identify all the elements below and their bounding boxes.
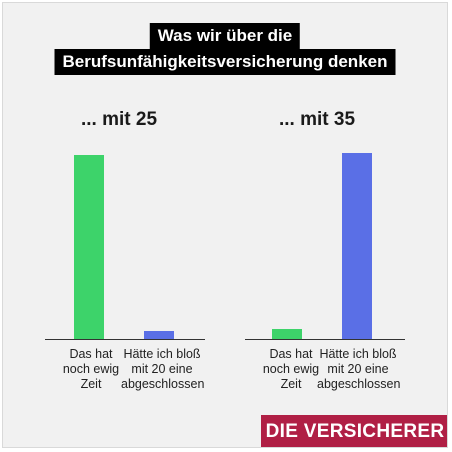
panel-title-35: ... mit 35 xyxy=(279,109,356,130)
category-line: Das hat xyxy=(69,347,113,361)
panel-35-category-2-label: Hätte ich bloß mit 20 eine abgeschlossen xyxy=(317,347,401,392)
chart-title-line-1: Was wir über die xyxy=(149,23,301,49)
panel-25-category-2-label: Hätte ich bloß mit 20 eine abgeschlossen xyxy=(121,347,205,392)
panel-35-category-1-label: Das hat noch ewig Zeit xyxy=(251,347,331,392)
category-line: Zeit xyxy=(280,377,302,391)
category-line: noch ewig xyxy=(62,362,120,376)
bar-panel-35-category-1 xyxy=(272,329,302,339)
category-line: abgeschlossen xyxy=(121,377,205,391)
panel-25-category-1-label: Das hat noch ewig Zeit xyxy=(51,347,131,392)
bar-panel-25-category-2 xyxy=(144,331,174,339)
category-line: Hätte ich bloß xyxy=(319,347,397,361)
category-line: abgeschlossen xyxy=(317,377,401,391)
category-line: mit 20 eine xyxy=(327,362,389,376)
brand-logo: DIE VERSICHERER xyxy=(261,415,447,447)
bar-panel-35-category-2 xyxy=(342,153,372,339)
bar-panel-25-category-1 xyxy=(74,155,104,339)
panel-25-baseline xyxy=(45,339,205,340)
category-line: Zeit xyxy=(80,377,102,391)
category-line: mit 20 eine xyxy=(131,362,193,376)
category-line: noch ewig xyxy=(262,362,320,376)
category-line: Hätte ich bloß xyxy=(123,347,201,361)
panel-title-25: ... mit 25 xyxy=(81,109,158,130)
category-line: Das hat xyxy=(269,347,313,361)
chart-card: Was wir über die Berufsunfähigkeitsversi… xyxy=(2,2,448,448)
chart-title-line-2: Berufsunfähigkeitsversicherung denken xyxy=(54,49,396,75)
panel-35-baseline xyxy=(245,339,405,340)
